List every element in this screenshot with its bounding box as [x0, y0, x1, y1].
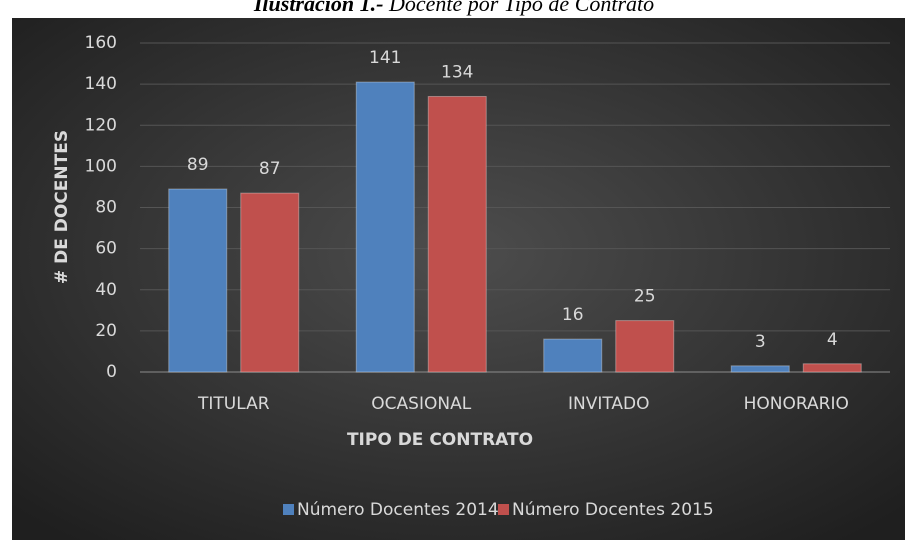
data-label: 3 [755, 332, 766, 352]
y-tick-label: 80 [95, 198, 117, 218]
x-tick-label: INVITADO [568, 394, 650, 414]
legend-swatch [283, 504, 294, 515]
bar [168, 188, 228, 373]
y-tick-label: 0 [106, 362, 117, 382]
bar [240, 192, 300, 373]
y-tick-label: 140 [85, 74, 117, 94]
legend-swatch [498, 504, 509, 515]
data-label: 4 [827, 330, 838, 350]
bar [730, 365, 790, 373]
y-axis-title: # DE DOCENTES [52, 130, 72, 284]
data-label: 134 [441, 62, 473, 82]
bar [615, 320, 675, 373]
bar [802, 363, 862, 373]
data-label: 16 [562, 305, 584, 325]
data-label: 87 [259, 159, 281, 179]
x-tick-label: TITULAR [197, 394, 270, 414]
y-tick-label: 120 [85, 115, 117, 135]
data-label: 141 [369, 48, 401, 68]
bar [355, 81, 415, 373]
chart-title: Ilustración 1.- Docente por Tipo de Cont… [253, 0, 654, 16]
y-tick-label: 20 [95, 321, 117, 341]
legend-label: Número Docentes 2015 [512, 500, 714, 520]
y-tick-label: 160 [85, 33, 117, 53]
data-label: 89 [187, 155, 209, 175]
data-label: 25 [634, 287, 656, 307]
bar [427, 95, 487, 373]
legend-label: Número Docentes 2014 [297, 500, 499, 520]
y-tick-label: 40 [95, 280, 117, 300]
x-tick-label: OCASIONAL [371, 394, 471, 414]
title-text: Docente por Tipo de Contrato [388, 0, 654, 16]
title-label: Ilustración 1.- [253, 0, 384, 16]
x-axis-title: TIPO DE CONTRATO [347, 430, 533, 450]
bar [543, 338, 603, 373]
x-tick-label: HONORARIO [744, 394, 849, 414]
y-tick-label: 60 [95, 239, 117, 259]
y-tick-label: 100 [85, 156, 117, 176]
